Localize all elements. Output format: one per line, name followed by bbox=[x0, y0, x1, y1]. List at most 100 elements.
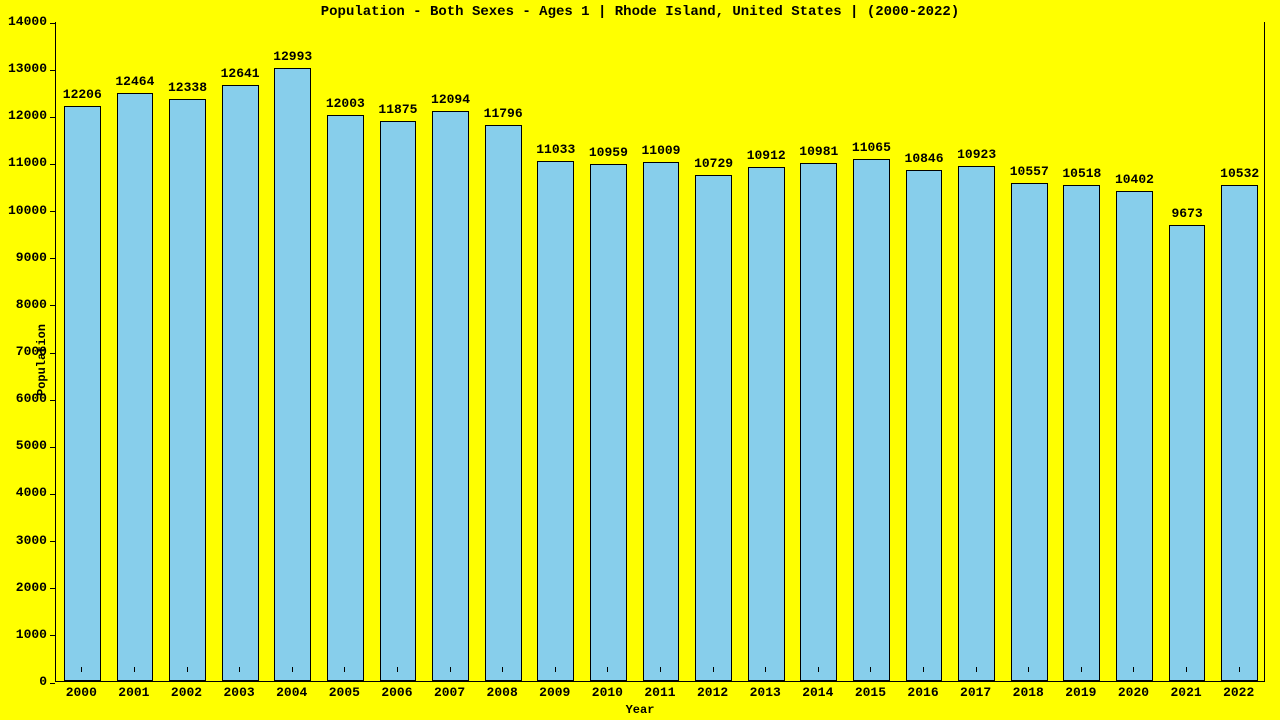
bar bbox=[117, 93, 154, 681]
y-tick-label: 10000 bbox=[8, 203, 47, 218]
bar-value-label: 12338 bbox=[161, 80, 214, 95]
x-tick-label: 2015 bbox=[844, 685, 897, 700]
y-tick-mark bbox=[50, 635, 55, 636]
x-tick-label: 2012 bbox=[686, 685, 739, 700]
bar bbox=[432, 111, 469, 681]
y-tick-mark bbox=[50, 683, 55, 684]
x-tick-mark bbox=[1028, 667, 1029, 672]
bar-value-label: 10846 bbox=[898, 151, 951, 166]
x-tick-mark bbox=[870, 667, 871, 672]
x-tick-label: 2005 bbox=[318, 685, 371, 700]
bar-value-label: 11796 bbox=[477, 106, 530, 121]
bar bbox=[274, 68, 311, 681]
y-tick-mark bbox=[50, 23, 55, 24]
bar bbox=[800, 163, 837, 681]
x-tick-mark bbox=[923, 667, 924, 672]
bar bbox=[327, 115, 364, 681]
y-tick-mark bbox=[50, 447, 55, 448]
bar bbox=[906, 170, 943, 681]
x-tick-label: 2013 bbox=[739, 685, 792, 700]
y-tick-mark bbox=[50, 117, 55, 118]
x-tick-mark bbox=[555, 667, 556, 672]
x-tick-label: 2004 bbox=[265, 685, 318, 700]
x-tick-label: 2021 bbox=[1160, 685, 1213, 700]
x-tick-label: 2001 bbox=[108, 685, 161, 700]
y-tick-mark bbox=[50, 353, 55, 354]
x-tick-label: 2008 bbox=[476, 685, 529, 700]
x-axis-label: Year bbox=[0, 703, 1280, 717]
bar bbox=[958, 166, 995, 681]
bar bbox=[1116, 191, 1153, 681]
y-tick-mark bbox=[50, 305, 55, 306]
y-tick-mark bbox=[50, 258, 55, 259]
x-tick-label: 2016 bbox=[897, 685, 950, 700]
x-tick-mark bbox=[818, 667, 819, 672]
bar-value-label: 11875 bbox=[372, 102, 425, 117]
bar-value-label: 10923 bbox=[950, 147, 1003, 162]
bar-value-label: 10532 bbox=[1213, 166, 1266, 181]
y-tick-label: 8000 bbox=[16, 297, 47, 312]
bar bbox=[64, 106, 101, 681]
y-tick-mark bbox=[50, 400, 55, 401]
x-tick-label: 2022 bbox=[1212, 685, 1265, 700]
y-tick-label: 2000 bbox=[16, 580, 47, 595]
x-tick-mark bbox=[1186, 667, 1187, 672]
x-tick-mark bbox=[450, 667, 451, 672]
y-tick-mark bbox=[50, 541, 55, 542]
bar bbox=[748, 167, 785, 681]
y-tick-mark bbox=[50, 211, 55, 212]
x-tick-mark bbox=[976, 667, 977, 672]
bar bbox=[853, 159, 890, 681]
y-tick-mark bbox=[50, 494, 55, 495]
x-tick-mark bbox=[660, 667, 661, 672]
bar bbox=[380, 121, 417, 681]
x-tick-mark bbox=[397, 667, 398, 672]
x-tick-label: 2010 bbox=[581, 685, 634, 700]
y-tick-label: 11000 bbox=[8, 155, 47, 170]
x-tick-mark bbox=[1133, 667, 1134, 672]
y-tick-label: 5000 bbox=[16, 438, 47, 453]
x-tick-label: 2020 bbox=[1107, 685, 1160, 700]
x-tick-label: 2017 bbox=[949, 685, 1002, 700]
x-tick-label: 2011 bbox=[634, 685, 687, 700]
bar-value-label: 10518 bbox=[1056, 166, 1109, 181]
bar bbox=[537, 161, 574, 681]
bar-value-label: 12003 bbox=[319, 96, 372, 111]
y-tick-label: 13000 bbox=[8, 61, 47, 76]
x-tick-label: 2006 bbox=[371, 685, 424, 700]
bar-value-label: 10912 bbox=[740, 148, 793, 163]
x-tick-mark bbox=[765, 667, 766, 672]
bar-value-label: 10981 bbox=[793, 144, 846, 159]
x-tick-label: 2014 bbox=[792, 685, 845, 700]
y-tick-label: 12000 bbox=[8, 108, 47, 123]
x-tick-label: 2018 bbox=[1002, 685, 1055, 700]
bar-value-label: 12206 bbox=[56, 87, 109, 102]
bar-value-label: 12464 bbox=[109, 74, 162, 89]
x-tick-mark bbox=[134, 667, 135, 672]
x-tick-label: 2000 bbox=[55, 685, 108, 700]
x-tick-mark bbox=[344, 667, 345, 672]
y-tick-label: 14000 bbox=[8, 14, 47, 29]
bar-value-label: 12993 bbox=[266, 49, 319, 64]
y-tick-mark bbox=[50, 164, 55, 165]
x-tick-mark bbox=[713, 667, 714, 672]
x-tick-label: 2009 bbox=[528, 685, 581, 700]
x-tick-label: 2019 bbox=[1055, 685, 1108, 700]
bar-value-label: 11033 bbox=[529, 142, 582, 157]
y-tick-label: 7000 bbox=[16, 344, 47, 359]
bar bbox=[169, 99, 206, 681]
bar bbox=[1063, 185, 1100, 681]
y-tick-label: 9000 bbox=[16, 250, 47, 265]
x-tick-mark bbox=[1081, 667, 1082, 672]
x-tick-mark bbox=[292, 667, 293, 672]
bar bbox=[1169, 225, 1206, 681]
x-tick-mark bbox=[239, 667, 240, 672]
chart-container: Population - Both Sexes - Ages 1 | Rhode… bbox=[0, 0, 1280, 720]
bar-value-label: 12641 bbox=[214, 66, 267, 81]
x-tick-label: 2002 bbox=[160, 685, 213, 700]
y-tick-label: 1000 bbox=[16, 627, 47, 642]
x-tick-label: 2003 bbox=[213, 685, 266, 700]
bar-value-label: 10557 bbox=[1003, 164, 1056, 179]
bar bbox=[695, 175, 732, 681]
bar bbox=[590, 164, 627, 681]
